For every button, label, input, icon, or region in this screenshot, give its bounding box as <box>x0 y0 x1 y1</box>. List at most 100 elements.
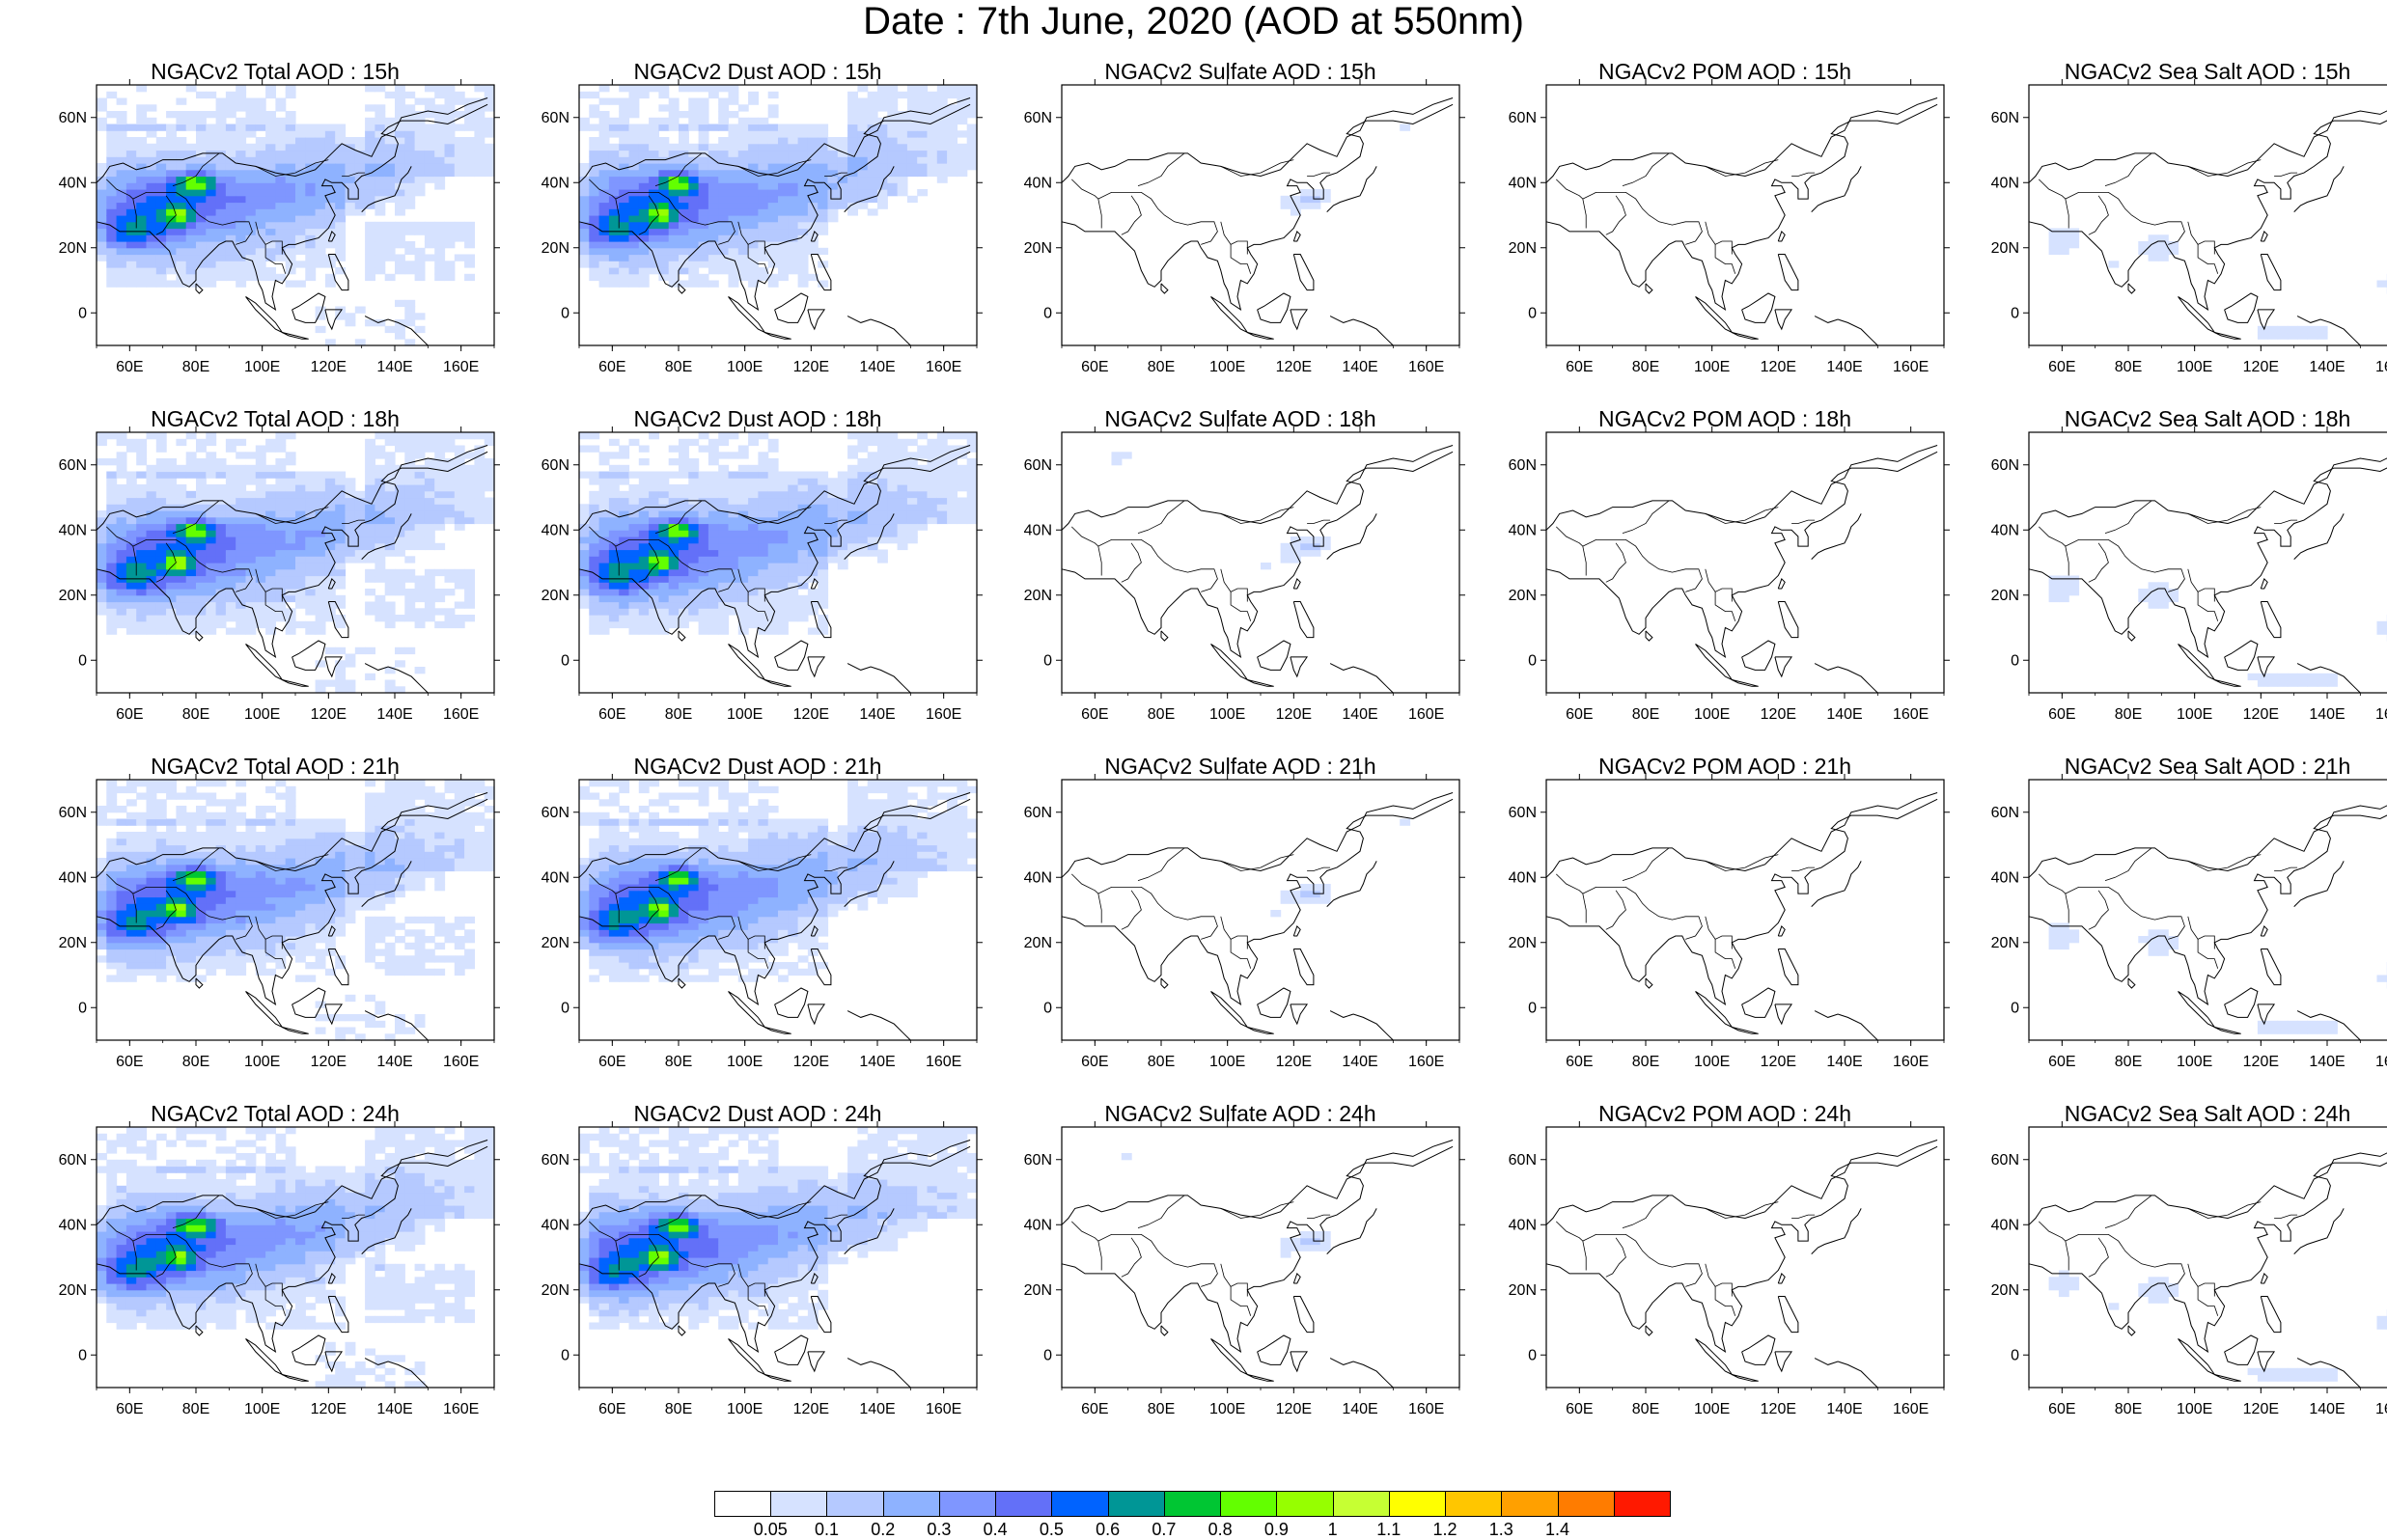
lat-tick-label: 0 <box>2011 1000 2019 1016</box>
country-border <box>132 887 253 940</box>
lon-tick-label: 100E <box>1209 1401 1245 1417</box>
coastline <box>1777 1272 1786 1284</box>
coastline <box>2127 1325 2136 1336</box>
coastline <box>764 332 791 340</box>
lon-tick-label: 60E <box>1566 1401 1593 1417</box>
coastline <box>1732 1027 1759 1034</box>
lon-tick-label: 60E <box>2048 359 2075 375</box>
coastline <box>1695 990 1734 1029</box>
lat-tick-label: 40N <box>541 869 569 886</box>
lon-tick-label: 140E <box>1826 359 1862 375</box>
lon-tick-label: 100E <box>2177 1401 2212 1417</box>
lon-tick-label: 80E <box>1148 1054 1175 1070</box>
coastline <box>2260 949 2282 986</box>
country-border <box>1582 887 1703 940</box>
coastline <box>1210 295 1249 334</box>
country-border <box>2065 539 2185 592</box>
lon-tick-label: 100E <box>244 359 280 375</box>
coastline <box>245 990 284 1029</box>
country-border <box>615 1234 736 1287</box>
country-border <box>342 1214 366 1219</box>
lon-tick-label: 80E <box>182 359 209 375</box>
coastline <box>1774 1351 1793 1373</box>
country-border <box>2039 179 2069 229</box>
coastline <box>1741 640 1776 671</box>
coastline <box>1061 1145 1454 1354</box>
country-border <box>155 890 177 930</box>
country-border <box>1121 890 1142 930</box>
country-border <box>747 591 769 621</box>
coastline <box>2178 990 2216 1029</box>
lon-tick-label: 120E <box>1276 1054 1312 1070</box>
lat-tick-label: 0 <box>1528 1347 1537 1363</box>
lat-tick-label: 20N <box>1991 240 2019 257</box>
lat-tick-label: 20N <box>541 1282 569 1299</box>
colorbar-label: 0.2 <box>871 1520 896 1539</box>
country-border <box>2088 195 2109 235</box>
coastline <box>2260 1296 2282 1334</box>
country-border <box>132 539 253 592</box>
coastline <box>282 1027 309 1034</box>
lat-tick-label: 20N <box>1024 1282 1052 1299</box>
coastline <box>1645 1325 1653 1336</box>
country-border <box>1705 507 1779 524</box>
lon-tick-label: 60E <box>598 1401 625 1417</box>
coastline <box>1777 254 1799 291</box>
coastline <box>282 1374 309 1382</box>
lon-tick-label: 100E <box>1694 359 1730 375</box>
coastline <box>678 1325 686 1336</box>
lat-tick-label: 60N <box>1024 1152 1052 1169</box>
country-border <box>155 195 177 235</box>
lat-tick-label: 60N <box>1024 110 1052 126</box>
coastline <box>324 309 344 331</box>
lat-tick-label: 60N <box>1509 110 1537 126</box>
coastline <box>728 990 766 1029</box>
lat-tick-label: 0 <box>1528 1000 1537 1016</box>
lat-tick-label: 20N <box>1991 1282 2019 1299</box>
country-border <box>1220 221 1248 255</box>
lat-tick-label: 0 <box>78 1000 87 1016</box>
lon-tick-label: 160E <box>1408 706 1444 723</box>
coastline <box>245 295 284 334</box>
coastline <box>1326 166 1377 212</box>
lon-tick-label: 120E <box>793 1054 829 1070</box>
lat-tick-label: 0 <box>78 305 87 321</box>
country-border <box>1220 1263 1248 1297</box>
country-border <box>1714 244 1736 274</box>
coastline <box>291 292 326 323</box>
country-border <box>2197 939 2219 969</box>
lon-tick-label: 160E <box>2375 359 2387 375</box>
lat-tick-label: 0 <box>1043 1347 1052 1363</box>
lon-tick-label: 140E <box>1342 706 1377 723</box>
lon-tick-label: 100E <box>1209 359 1245 375</box>
lon-tick-label: 140E <box>1826 1054 1862 1070</box>
colorbar-swatch <box>882 1491 940 1517</box>
lat-tick-label: 20N <box>59 588 87 604</box>
coastline <box>2028 1162 2387 1354</box>
lon-tick-label: 60E <box>598 359 625 375</box>
lon-tick-label: 140E <box>376 1401 412 1417</box>
colorbar-label: 0.8 <box>1207 1520 1233 1539</box>
aod-map: 60E 80E 100E 120E 140E 160E 60N 40N 20N 0 <box>1991 426 2387 723</box>
lat-tick-label: 0 <box>1528 305 1537 321</box>
country-border <box>1071 1221 1102 1271</box>
country-border <box>1307 1214 1331 1219</box>
coastline <box>2178 295 2216 334</box>
lon-tick-label: 100E <box>2177 706 2212 723</box>
coastline <box>2224 987 2259 1018</box>
lat-tick-label: 40N <box>541 522 569 538</box>
coastline <box>1545 798 1938 1006</box>
country-border <box>2104 500 2152 534</box>
country-border <box>1307 172 1331 177</box>
coastline <box>2178 643 2216 681</box>
country-border <box>255 568 283 602</box>
lon-tick-label: 80E <box>665 1401 692 1417</box>
figure-title: Date : 7th June, 2020 (AOD at 550nm) <box>863 0 1524 42</box>
panel-title: NGACv2 Sea Salt AOD : 15h <box>2064 59 2351 84</box>
country-border <box>638 890 659 930</box>
coastline <box>1814 316 1878 346</box>
lat-tick-label: 60N <box>59 805 87 821</box>
country-border <box>2039 873 2069 923</box>
coastline <box>2028 457 2387 531</box>
country-border <box>2039 1221 2069 1271</box>
